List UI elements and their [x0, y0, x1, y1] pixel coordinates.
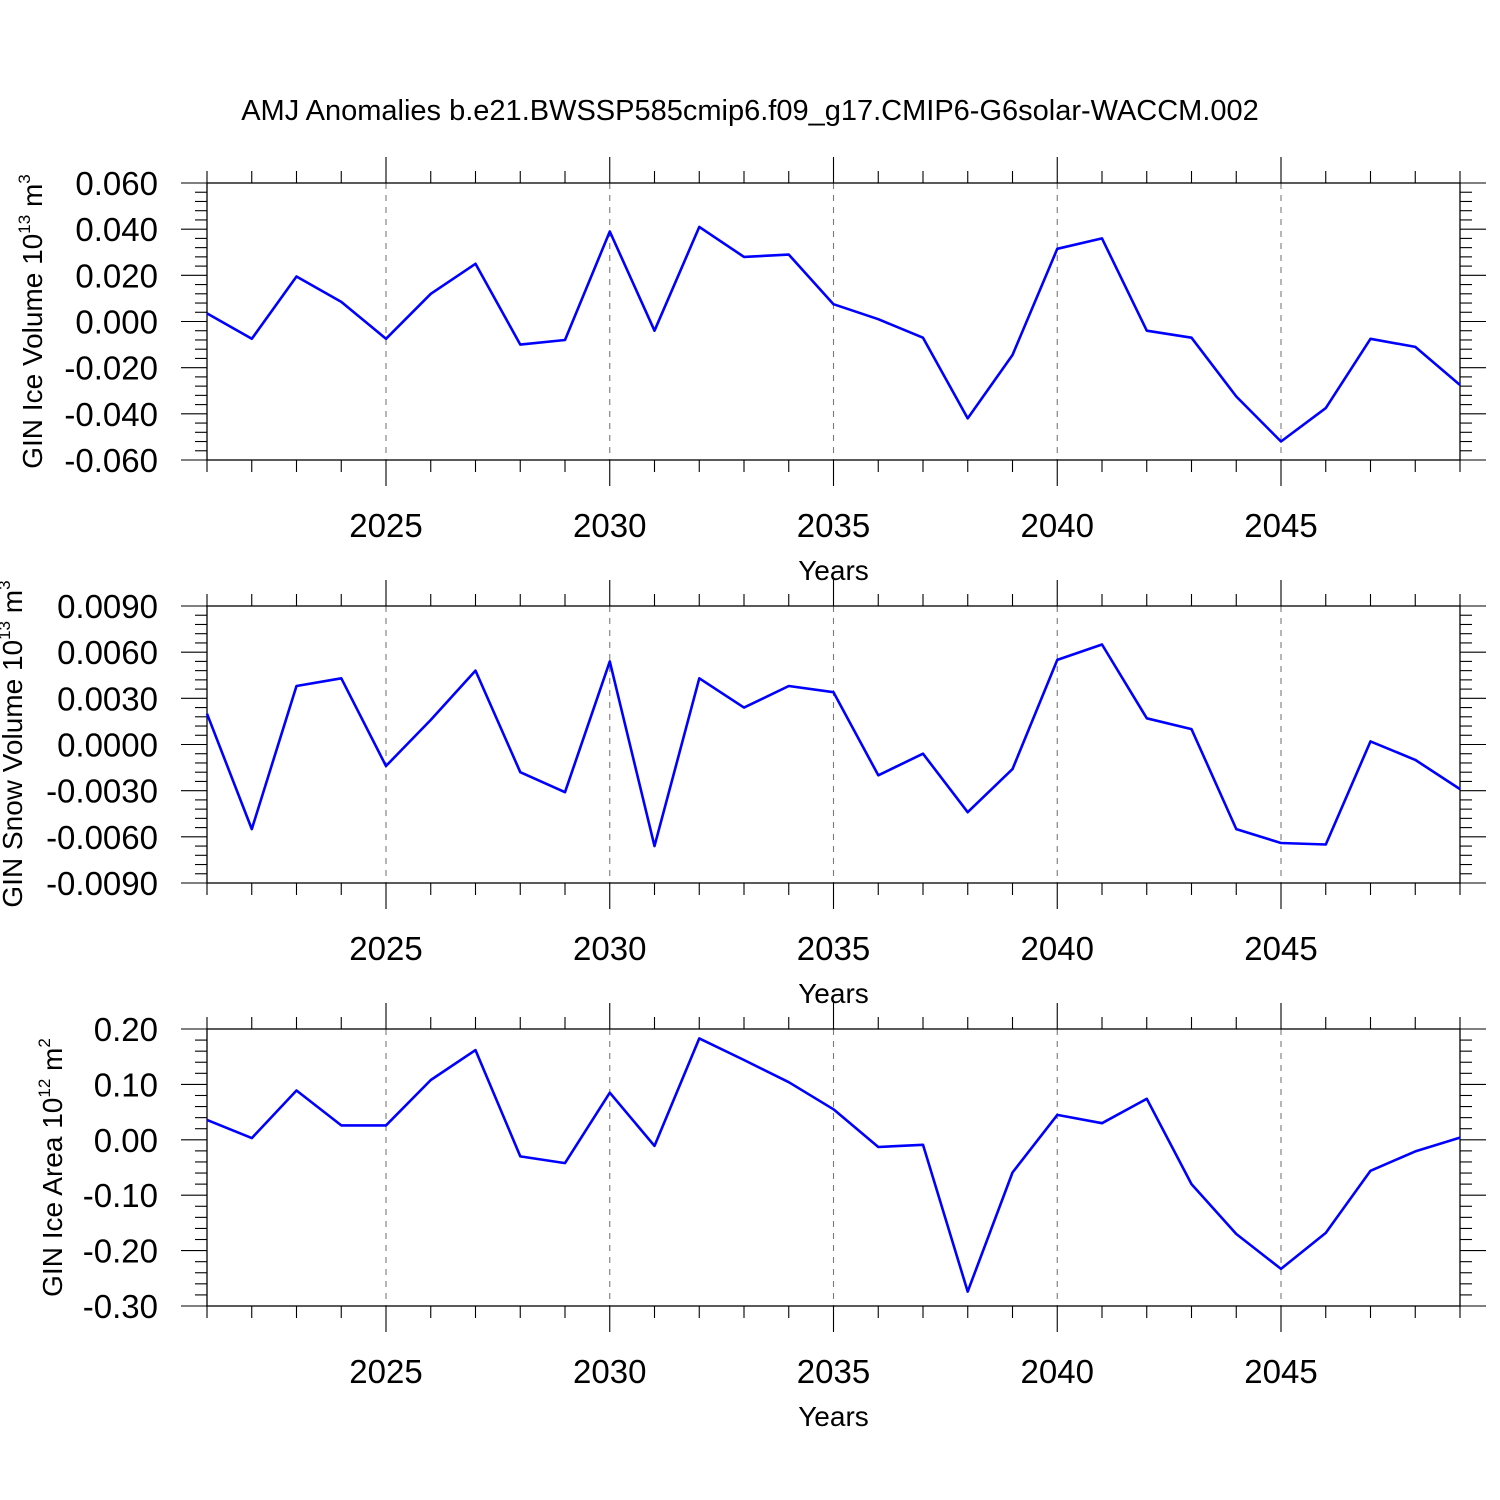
y-tick-label: 0.040 — [75, 211, 158, 248]
series-line-1 — [205, 643, 1461, 848]
y-tick-label: -0.30 — [83, 1288, 158, 1325]
x-tick-label-2025: 2025 — [349, 930, 422, 967]
series-line-1 — [206, 225, 1461, 443]
x-tick-label-2040: 2040 — [1021, 930, 1094, 967]
y-tick-label: -0.060 — [64, 442, 158, 479]
y-tick-label: -0.020 — [64, 350, 158, 387]
y-tick-label: -0.10 — [83, 1177, 158, 1214]
y-tick-label: 0.20 — [94, 1011, 158, 1048]
y-tick-label: 0.000 — [75, 304, 158, 341]
panel-1: -0.060 -0.040 -0.020 0.000 0.020 0.040 0.060 20… — [15, 157, 1486, 586]
y-tick-label: 0.0030 — [57, 680, 158, 717]
x-tick-label-2040: 2040 — [1021, 507, 1094, 544]
x-axis-label: Years — [798, 1401, 869, 1432]
y-tick-label: -0.0030 — [46, 773, 158, 810]
x-tick-label-2030: 2030 — [573, 1353, 646, 1390]
x-tick-label-2045: 2045 — [1244, 507, 1317, 544]
plot-frame — [206, 1028, 1461, 1307]
panels: -0.060-0.040-0.0200.0000.0200.0400.06020… — [0, 157, 1486, 1432]
x-tick-label-2030: 2030 — [573, 930, 646, 967]
x-tick-label-2025: 2025 — [349, 507, 422, 544]
x-tick-label-2035: 2035 — [797, 930, 870, 967]
y-axis-label-text: GIN Snow Volume 10 — [0, 640, 28, 908]
x-tick-label-2040: 2040 — [1021, 1353, 1094, 1390]
x-tick-label-2035: 2035 — [797, 507, 870, 544]
plot-frame — [206, 605, 1461, 884]
y-axis-label: GIN Snow Volume 1013 m3 — [0, 580, 28, 907]
plot-frame — [206, 182, 1461, 461]
y-tick-label: -0.0060 — [46, 819, 158, 856]
y-axis-label: GIN Ice Volume 1013 m3 — [15, 174, 48, 469]
y-axis-label-unit: m — [17, 184, 48, 215]
x-tick-label-2035: 2035 — [797, 1353, 870, 1390]
y-axis-label-exponent: 13 — [15, 215, 34, 234]
x-tick-label-2045: 2045 — [1244, 930, 1317, 967]
y-tick-label: 0.00 — [94, 1122, 158, 1159]
y-tick-label: -0.040 — [64, 396, 158, 433]
y-tick-label: 0.0060 — [57, 634, 158, 671]
y-axis-label-unit-exponent: 3 — [0, 580, 14, 589]
y-axis-label-text: GIN Ice Volume 10 — [17, 234, 48, 469]
y-tick-label: 0.0090 — [57, 588, 158, 625]
y-tick-label: 0.10 — [94, 1066, 158, 1103]
chart-title: AMJ Anomalies b.e21.BWSSP585cmip6.f09_g1… — [241, 95, 1259, 127]
y-axis-label-unit: m — [0, 590, 28, 621]
y-tick-label: -0.0090 — [46, 865, 158, 902]
y-axis-label-unit-exponent: 3 — [15, 174, 34, 183]
y-tick-label: -0.20 — [83, 1233, 158, 1270]
x-tick-label-2045: 2045 — [1244, 1353, 1317, 1390]
y-axis-label-exponent: 12 — [35, 1079, 54, 1098]
y-tick-label: 0.0000 — [57, 727, 158, 764]
y-axis-label: GIN Ice Area 1012 m2 — [35, 1038, 68, 1297]
y-axis-label-text: GIN Ice Area 10 — [37, 1098, 68, 1297]
series-line-1 — [206, 1037, 1461, 1293]
panel-2: -0.0090 -0.0060 -0.0030 0.0000 0.0030 0.0060 0… — [0, 580, 1486, 1009]
y-axis-label-unit: m — [37, 1048, 68, 1079]
x-tick-label-2030: 2030 — [573, 507, 646, 544]
y-axis-label-exponent: 13 — [0, 621, 14, 640]
panel-3: -0.30 -0.20 -0.10 0.00 0.10 0.20 2025 2030 2035 2… — [35, 1003, 1486, 1432]
y-axis-label-unit-exponent: 2 — [35, 1038, 54, 1047]
y-tick-label: 0.020 — [75, 257, 158, 294]
y-tick-label: 0.060 — [75, 165, 158, 202]
x-tick-label-2025: 2025 — [349, 1353, 422, 1390]
